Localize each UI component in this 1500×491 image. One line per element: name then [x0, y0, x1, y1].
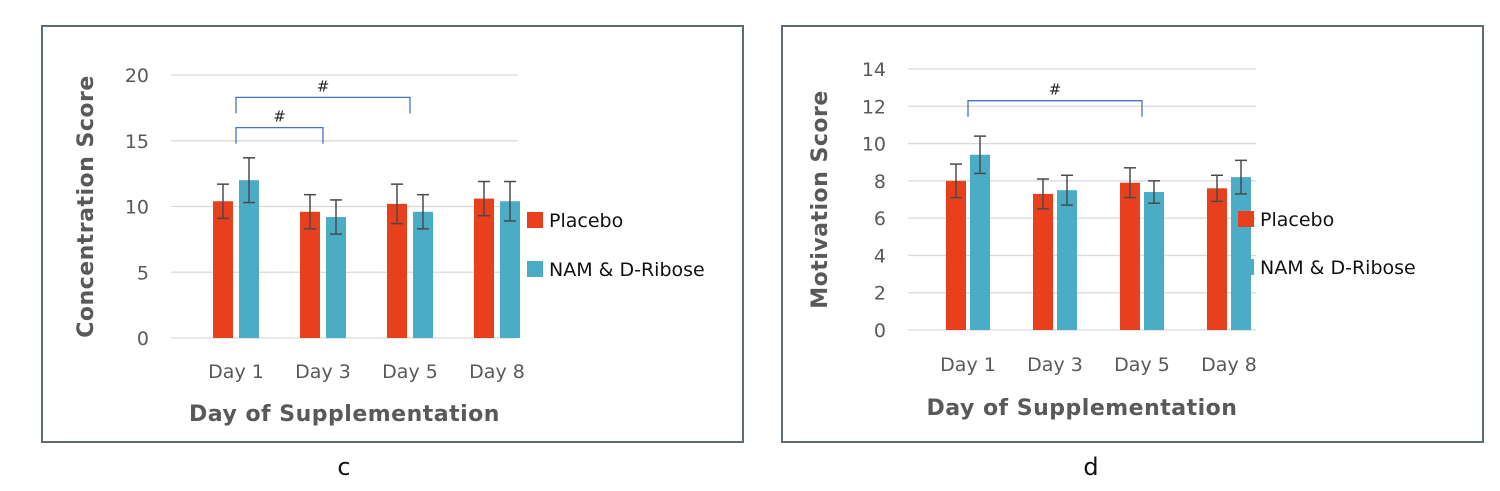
- chart-c-significance-bracket: [235, 96, 411, 114]
- chart-c-y-tick-label: 5: [137, 262, 149, 284]
- chart-c-y-tick-label: 15: [125, 131, 149, 153]
- chart-c-y-tick-label: 10: [125, 197, 149, 219]
- chart-panel-c: 0 5 10 15 20 Day 1 Day 3 Day 5 Day 8 # # Day of Sup…: [41, 25, 744, 443]
- chart-c-legend-label: NAM & D-Ribose: [549, 259, 705, 281]
- chart-d-bar: [1231, 177, 1251, 330]
- chart-d-svg: 0 2 4 6 8 10 12 14 Day 1 Day 3 Day 5 Day 8 # Day of S…: [808, 59, 1416, 421]
- chart-d-x-tick-label: Day 5: [1114, 354, 1170, 376]
- chart-d-legend-label: NAM & D-Ribose: [1260, 257, 1416, 279]
- chart-c-y-axis-title: Concentration Score: [74, 75, 99, 338]
- chart-d-bar: [1033, 193, 1053, 330]
- chart-c-bar: [500, 201, 520, 338]
- chart-d-y-tick-label: 10: [862, 134, 886, 156]
- chart-c-bar: [326, 217, 346, 338]
- chart-c-y-tick-label: 0: [137, 328, 149, 350]
- chart-c-significance-label: #: [317, 77, 330, 95]
- chart-d-y-tick-label: 4: [874, 245, 886, 267]
- chart-c-significance-bracket: [235, 126, 324, 144]
- chart-c-bar: [413, 211, 433, 338]
- chart-c-x-tick-label: Day 8: [469, 361, 525, 383]
- chart-d-legend-swatch: [1238, 211, 1254, 227]
- chart-d-x-tick-label: Day 3: [1027, 354, 1083, 376]
- chart-d-y-tick-label: 6: [874, 208, 886, 230]
- chart-c-bar: [300, 211, 320, 338]
- chart-d-bar: [1144, 192, 1164, 330]
- chart-d-y-axis-title: Motivation Score: [808, 90, 833, 309]
- chart-d-significance-bracket: [967, 100, 1143, 117]
- chart-panel-d: 0 2 4 6 8 10 12 14 Day 1 Day 3 Day 5 Day 8 # Day of S…: [781, 25, 1484, 443]
- chart-d-x-tick-label: Day 8: [1201, 354, 1257, 376]
- chart-c-x-axis-title: Day of Supplementation: [189, 402, 500, 427]
- chart-d-significance-label: #: [1049, 81, 1062, 99]
- chart-c-x-tick-label: Day 3: [295, 361, 351, 383]
- chart-d-bar: [1057, 190, 1077, 330]
- chart-d-y-tick-label: 2: [874, 283, 886, 305]
- chart-c-legend-label: Placebo: [549, 210, 623, 232]
- chart-d-bar: [970, 154, 990, 330]
- chart-c-bar: [239, 180, 259, 338]
- chart-c-svg: 0 5 10 15 20 Day 1 Day 3 Day 5 Day 8 # # Day of Sup…: [74, 65, 705, 427]
- chart-d-y-tick-label: 8: [874, 171, 886, 193]
- chart-c-y-tick-label: 20: [125, 65, 149, 87]
- chart-c-bar: [387, 203, 407, 338]
- chart-c-bar: [213, 201, 233, 338]
- chart-d-legend-swatch: [1238, 259, 1254, 275]
- chart-c-x-tick-label: Day 5: [382, 361, 438, 383]
- chart-c-legend-swatch: [527, 261, 543, 277]
- chart-c-legend-swatch: [527, 212, 543, 228]
- chart-d-y-tick-label: 14: [862, 59, 886, 81]
- chart-d-y-tick-label: 12: [862, 96, 886, 118]
- chart-d-y-tick-label: 0: [874, 320, 886, 342]
- panel-label-c: c: [337, 453, 351, 481]
- chart-d-bar: [946, 180, 966, 330]
- chart-c-bar: [474, 198, 494, 338]
- chart-d-x-tick-label: Day 1: [940, 354, 996, 376]
- chart-d-x-axis-title: Day of Supplementation: [927, 396, 1238, 421]
- chart-c-significance-label: #: [273, 108, 286, 126]
- chart-d-bar: [1207, 188, 1227, 330]
- chart-d-bar: [1120, 182, 1140, 330]
- chart-c-x-tick-label: Day 1: [208, 361, 264, 383]
- chart-d-legend-label: Placebo: [1260, 209, 1334, 231]
- panel-label-d: d: [1083, 453, 1099, 481]
